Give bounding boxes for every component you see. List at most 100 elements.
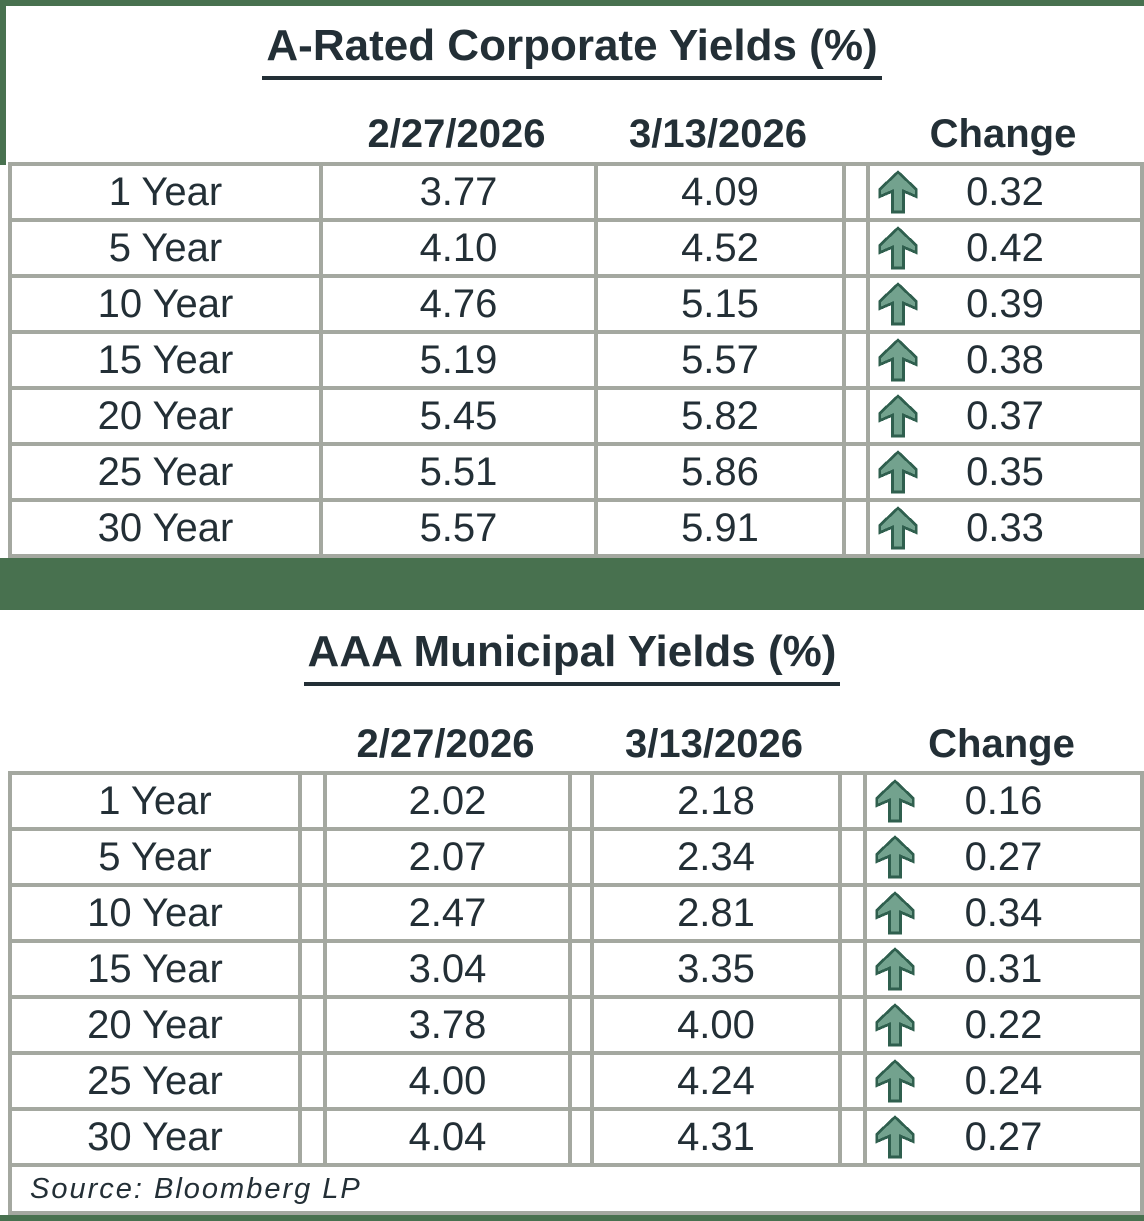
change-cell: 0.38 [866,330,1144,390]
column-header: 2/27/2026 [367,112,546,156]
start-yield-value: 2.07 [323,827,572,887]
municipal-yields-header-row: 2/27/2026 3/13/2026 Change [8,720,1140,768]
column-header: Change [929,112,1077,156]
change-value: 0.38 [966,337,1044,382]
municipal-yields-table: 1 Year 2.02 2.18 0.16 5 Year 2.07 2.34 0.27 10… [8,771,1144,1215]
spacer-cell [842,274,870,334]
table-row: 10 Year 2.47 2.81 0.34 [8,883,1144,943]
table-row: 5 Year 4.10 4.52 0.42 [8,218,1144,278]
spacer-cell [838,995,867,1055]
spacer-cell [568,939,594,999]
header-spacer [8,110,319,158]
spacer-cell [298,995,327,1055]
left-accent-border [0,0,6,165]
change-cell: 0.16 [863,771,1144,831]
municipal-yields-title-text: AAA Municipal Yields (%) [303,627,841,687]
maturity-label: 5 Year [8,827,302,887]
table-row: 15 Year 5.19 5.57 0.38 [8,330,1144,390]
change-value: 0.33 [966,505,1044,550]
spacer-cell [838,771,867,831]
table-row: 1 Year 2.02 2.18 0.16 [8,771,1144,831]
change-value: 0.35 [966,449,1044,494]
spacer-cell [842,162,870,222]
change-value: 0.42 [966,225,1044,270]
spacer-cell [842,498,870,558]
column-header: Change [928,722,1075,766]
start-yield-value: 4.10 [319,218,598,278]
maturity-label: 15 Year [8,939,302,999]
maturity-label: 15 Year [8,330,323,390]
up-arrow-icon [878,338,918,382]
maturity-label: 30 Year [8,498,323,558]
change-cell: 0.37 [866,386,1144,446]
maturity-label: 1 Year [8,162,323,222]
end-yield-value: 3.35 [590,939,842,999]
change-cell: 0.27 [863,1107,1144,1167]
spacer-cell [838,1051,867,1111]
change-cell: 0.33 [866,498,1144,558]
spacer-cell [568,883,594,943]
maturity-label: 20 Year [8,386,323,446]
spacer-cell [842,218,870,278]
spacer-cell [568,771,594,831]
change-value: 0.39 [966,281,1044,326]
change-cell: 0.27 [863,827,1144,887]
up-arrow-icon [875,947,915,991]
spacer-cell [842,386,870,446]
maturity-label: 25 Year [8,1051,302,1111]
up-arrow-icon [875,779,915,823]
spacer-cell [842,330,870,390]
end-yield-value: 5.91 [594,498,846,558]
up-arrow-icon [878,170,918,214]
table-row: 5 Year 2.07 2.34 0.27 [8,827,1144,887]
start-yield-value: 4.04 [323,1107,572,1167]
spacer-cell [568,1107,594,1167]
bottom-accent-border [0,1215,1144,1221]
up-arrow-icon [878,282,918,326]
up-arrow-icon [875,891,915,935]
header-spacer [568,720,590,768]
start-yield-value: 3.04 [323,939,572,999]
maturity-label: 30 Year [8,1107,302,1167]
top-accent-border [0,0,1144,6]
spacer-cell [298,771,327,831]
start-yield-value: 5.51 [319,442,598,502]
table-row: 25 Year 4.00 4.24 0.24 [8,1051,1144,1111]
spacer-cell [568,827,594,887]
end-yield-value: 5.86 [594,442,846,502]
change-value: 0.22 [964,1002,1043,1047]
end-yield-value: 4.31 [590,1107,842,1167]
end-yield-value: 5.15 [594,274,846,334]
spacer-cell [298,1107,327,1167]
spacer-cell [298,827,327,887]
table-row: 20 Year 5.45 5.82 0.37 [8,386,1144,446]
source-note: Source: Bloomberg LP [8,1163,1144,1215]
up-arrow-icon [878,506,918,550]
change-cell: 0.22 [863,995,1144,1055]
table-row: 20 Year 3.78 4.00 0.22 [8,995,1144,1055]
header-spacer [298,720,323,768]
end-yield-value: 4.00 [590,995,842,1055]
start-yield-value: 3.78 [323,995,572,1055]
table-row: 1 Year 3.77 4.09 0.32 [8,162,1144,222]
table-row: 10 Year 4.76 5.15 0.39 [8,274,1144,334]
start-yield-value: 4.76 [319,274,598,334]
maturity-label: 25 Year [8,442,323,502]
spacer-cell [838,1107,867,1167]
up-arrow-icon [875,1115,915,1159]
spacer-cell [298,939,327,999]
end-yield-value: 5.82 [594,386,846,446]
up-arrow-icon [878,450,918,494]
end-yield-value: 5.57 [594,330,846,390]
start-yield-value: 5.45 [319,386,598,446]
start-yield-value: 5.57 [319,498,598,558]
maturity-label: 10 Year [8,883,302,943]
municipal-yields-title: AAA Municipal Yields (%) [0,627,1144,687]
change-value: 0.37 [966,393,1044,438]
change-cell: 0.24 [863,1051,1144,1111]
end-yield-value: 2.18 [590,771,842,831]
change-value: 0.24 [964,1058,1043,1103]
change-value: 0.27 [964,1114,1043,1159]
spacer-cell [568,995,594,1055]
column-header: 2/27/2026 [356,722,535,766]
